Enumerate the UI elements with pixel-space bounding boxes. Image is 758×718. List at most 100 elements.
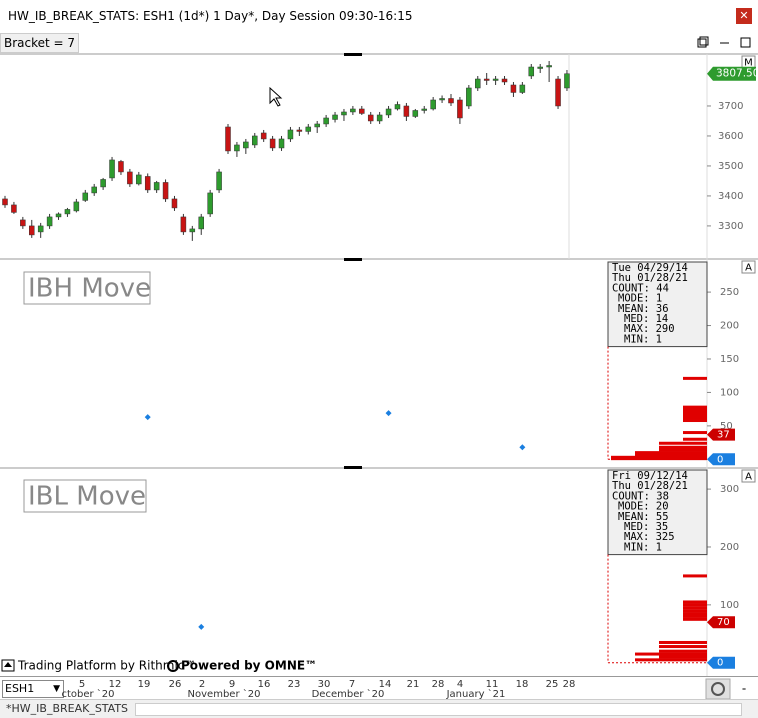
profile-bar — [635, 453, 707, 457]
title-bar: HW_IB_BREAK_STATS: ESH1 (1d*) 1 Day*, Da… — [0, 0, 758, 33]
profile-bar — [659, 445, 707, 449]
candle-body — [91, 186, 97, 194]
profile-bar — [659, 655, 707, 659]
bracket-button[interactable]: Bracket = 7 — [0, 33, 80, 53]
candle-body — [180, 216, 187, 233]
candle-body — [332, 114, 338, 120]
x-tick-label: 28 — [432, 679, 445, 690]
x-tick-label: 19 — [138, 679, 151, 690]
profile-bar — [659, 649, 707, 653]
candle-body — [546, 65, 552, 68]
candle-body — [162, 182, 169, 200]
candle-body — [11, 204, 17, 213]
profile-bar — [659, 448, 707, 452]
candle-body — [394, 104, 401, 110]
x-tick-label: 12 — [109, 679, 122, 690]
x-month-label: ctober `20 — [61, 688, 114, 700]
x-tick-label: 25 — [546, 679, 559, 690]
profile-bar — [683, 408, 707, 412]
profile-bar — [683, 603, 707, 607]
profile-bar — [683, 416, 707, 420]
candle-body — [29, 225, 35, 236]
candle-body — [278, 138, 285, 149]
profile-bar — [611, 455, 707, 459]
candle-body — [225, 126, 231, 152]
stats-box — [607, 469, 708, 556]
price-tag-label: 3807.50 — [716, 68, 758, 80]
candle-body — [341, 111, 347, 116]
candle-body — [510, 84, 517, 93]
candle-body — [448, 98, 454, 104]
symbol-select[interactable]: ESH1 ▼ — [2, 680, 64, 698]
axis-tag-label: 70 — [717, 617, 730, 628]
stats-line: MAX: 325 — [624, 531, 675, 543]
profile-bar — [635, 658, 707, 662]
profile-bar — [683, 606, 707, 610]
y-tick-label: 3500 — [718, 161, 743, 172]
candle-body — [412, 110, 419, 117]
close-button[interactable]: ✕ — [736, 8, 752, 24]
candle-body — [144, 176, 151, 191]
panel-badge[interactable]: M — [744, 58, 753, 69]
candle-body — [171, 198, 178, 209]
candle-body — [127, 171, 133, 185]
stats-line: MEAN: 36 — [618, 303, 669, 315]
toolbar: Bracket = 7 — [0, 33, 758, 53]
candle-body — [118, 161, 124, 173]
move-point — [385, 410, 392, 417]
move-point — [144, 414, 151, 421]
x-month-label: December `20 — [312, 688, 385, 700]
scrollbar[interactable] — [135, 703, 742, 716]
candle-body — [216, 171, 222, 191]
x-tick-label: 30 — [318, 679, 331, 690]
candle-body — [403, 105, 410, 117]
y-tick-label: 200 — [720, 321, 739, 332]
x-tick-label: 26 — [169, 679, 182, 690]
y-tick-label: 3600 — [718, 131, 743, 142]
x-month-label: November `20 — [188, 688, 261, 700]
x-tick-label: 11 — [486, 679, 499, 690]
price-tag — [707, 66, 756, 81]
candle-body — [296, 129, 303, 132]
profile-bar — [683, 413, 707, 417]
panel-badge[interactable]: A — [745, 472, 752, 483]
stats-line: Thu 01/28/21 — [612, 480, 688, 492]
profile-bar — [683, 437, 707, 441]
profile-bar — [683, 614, 707, 618]
stats-line: MIN: 1 — [624, 333, 662, 345]
y-tick-label: 250 — [720, 287, 739, 298]
profile-bar — [683, 609, 707, 613]
candle-body — [466, 87, 472, 107]
panel-label: IBH Move — [28, 274, 151, 304]
y-tick-label: 200 — [720, 542, 739, 553]
candle-body — [528, 66, 535, 77]
panel-label: IBL Move — [28, 482, 146, 512]
candle-body — [46, 216, 53, 227]
candle-body — [492, 78, 499, 81]
candle-body — [100, 179, 106, 188]
profile-bar — [635, 652, 707, 656]
window-controls[interactable] — [696, 36, 756, 50]
profile-bar — [659, 441, 707, 445]
candle-body — [475, 78, 481, 89]
candle-body — [430, 99, 436, 110]
x-tick-label: 23 — [288, 679, 301, 690]
candle-body — [82, 192, 89, 201]
candle-body — [519, 84, 526, 93]
stats-line: MEAN: 55 — [618, 511, 669, 523]
candle-body — [198, 216, 204, 230]
candle-body — [64, 209, 71, 215]
y-tick-label: 100 — [720, 600, 739, 611]
candle-body — [457, 99, 463, 119]
candle-body — [439, 98, 445, 101]
stats-line: MAX: 290 — [624, 323, 675, 335]
x-tick-label: 4 — [457, 679, 463, 690]
sheet-tab[interactable]: *HW_IB_BREAK_STATS — [6, 702, 129, 715]
x-tick-label: 14 — [379, 679, 392, 690]
panel-badge[interactable]: A — [745, 263, 752, 274]
move-point — [519, 444, 526, 451]
y-tick-label: 50 — [720, 421, 733, 432]
svg-text:-: - — [742, 682, 746, 696]
candle-body — [207, 192, 213, 215]
